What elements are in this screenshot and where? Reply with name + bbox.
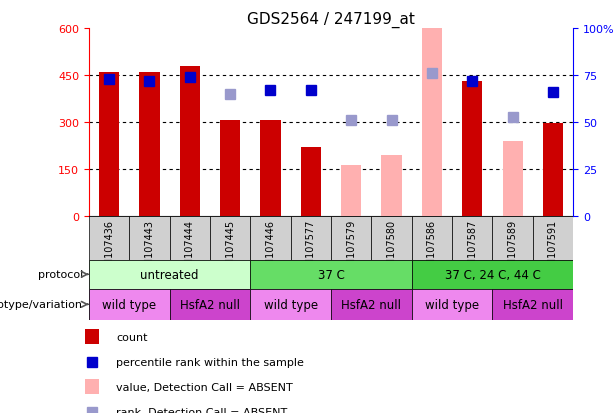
Text: GSM107579: GSM107579 — [346, 219, 356, 278]
Bar — [250, 260, 412, 289]
Text: percentile rank within the sample: percentile rank within the sample — [116, 357, 304, 367]
Text: GSM107591: GSM107591 — [548, 219, 558, 278]
Text: untreated: untreated — [140, 268, 199, 281]
Bar — [462, 82, 482, 217]
Bar — [412, 260, 573, 289]
Bar — [220, 120, 240, 217]
Text: 37 C: 37 C — [318, 268, 345, 281]
Text: wild type: wild type — [425, 298, 479, 311]
Bar — [170, 289, 250, 320]
Text: rank, Detection Call = ABSENT: rank, Detection Call = ABSENT — [116, 407, 287, 413]
Bar — [412, 217, 452, 260]
Bar — [492, 289, 573, 320]
Bar — [543, 124, 563, 217]
Bar — [331, 289, 412, 320]
Bar — [291, 217, 331, 260]
Bar — [85, 330, 99, 344]
Bar — [452, 217, 492, 260]
Bar — [422, 29, 442, 217]
Text: count: count — [116, 332, 148, 342]
Text: GSM107436: GSM107436 — [104, 219, 114, 278]
Bar — [250, 289, 331, 320]
Text: 37 C, 24 C, 44 C: 37 C, 24 C, 44 C — [444, 268, 541, 281]
Bar — [139, 73, 159, 217]
Bar — [341, 165, 361, 217]
Bar — [85, 380, 99, 394]
Bar — [492, 217, 533, 260]
Bar — [210, 217, 250, 260]
Text: GSM107589: GSM107589 — [508, 219, 517, 278]
Text: GSM107580: GSM107580 — [387, 219, 397, 278]
Text: value, Detection Call = ABSENT: value, Detection Call = ABSENT — [116, 382, 293, 392]
Bar — [533, 217, 573, 260]
Text: GSM107586: GSM107586 — [427, 219, 437, 278]
Bar — [180, 66, 200, 217]
Text: GSM107444: GSM107444 — [185, 219, 195, 278]
Text: HsfA2 null: HsfA2 null — [503, 298, 563, 311]
Bar — [170, 217, 210, 260]
Text: wild type: wild type — [264, 298, 318, 311]
Text: HsfA2 null: HsfA2 null — [180, 298, 240, 311]
Title: GDS2564 / 247199_at: GDS2564 / 247199_at — [247, 12, 415, 28]
Bar — [89, 260, 250, 289]
Bar — [331, 217, 371, 260]
Bar — [261, 120, 281, 217]
Bar — [503, 142, 523, 217]
Text: GSM107443: GSM107443 — [145, 219, 154, 278]
Bar — [89, 289, 170, 320]
Text: GSM107446: GSM107446 — [265, 219, 275, 278]
Bar — [381, 156, 402, 217]
Text: GSM107445: GSM107445 — [225, 219, 235, 278]
Text: protocol: protocol — [37, 270, 83, 280]
Bar — [412, 289, 492, 320]
Text: genotype/variation: genotype/variation — [0, 299, 83, 310]
Text: GSM107587: GSM107587 — [467, 219, 478, 278]
Text: wild type: wild type — [102, 298, 156, 311]
Bar — [301, 148, 321, 217]
Bar — [250, 217, 291, 260]
Bar — [371, 217, 412, 260]
Bar — [89, 217, 129, 260]
Bar — [129, 217, 170, 260]
Text: GSM107577: GSM107577 — [306, 219, 316, 278]
Bar — [99, 73, 119, 217]
Text: HsfA2 null: HsfA2 null — [341, 298, 402, 311]
